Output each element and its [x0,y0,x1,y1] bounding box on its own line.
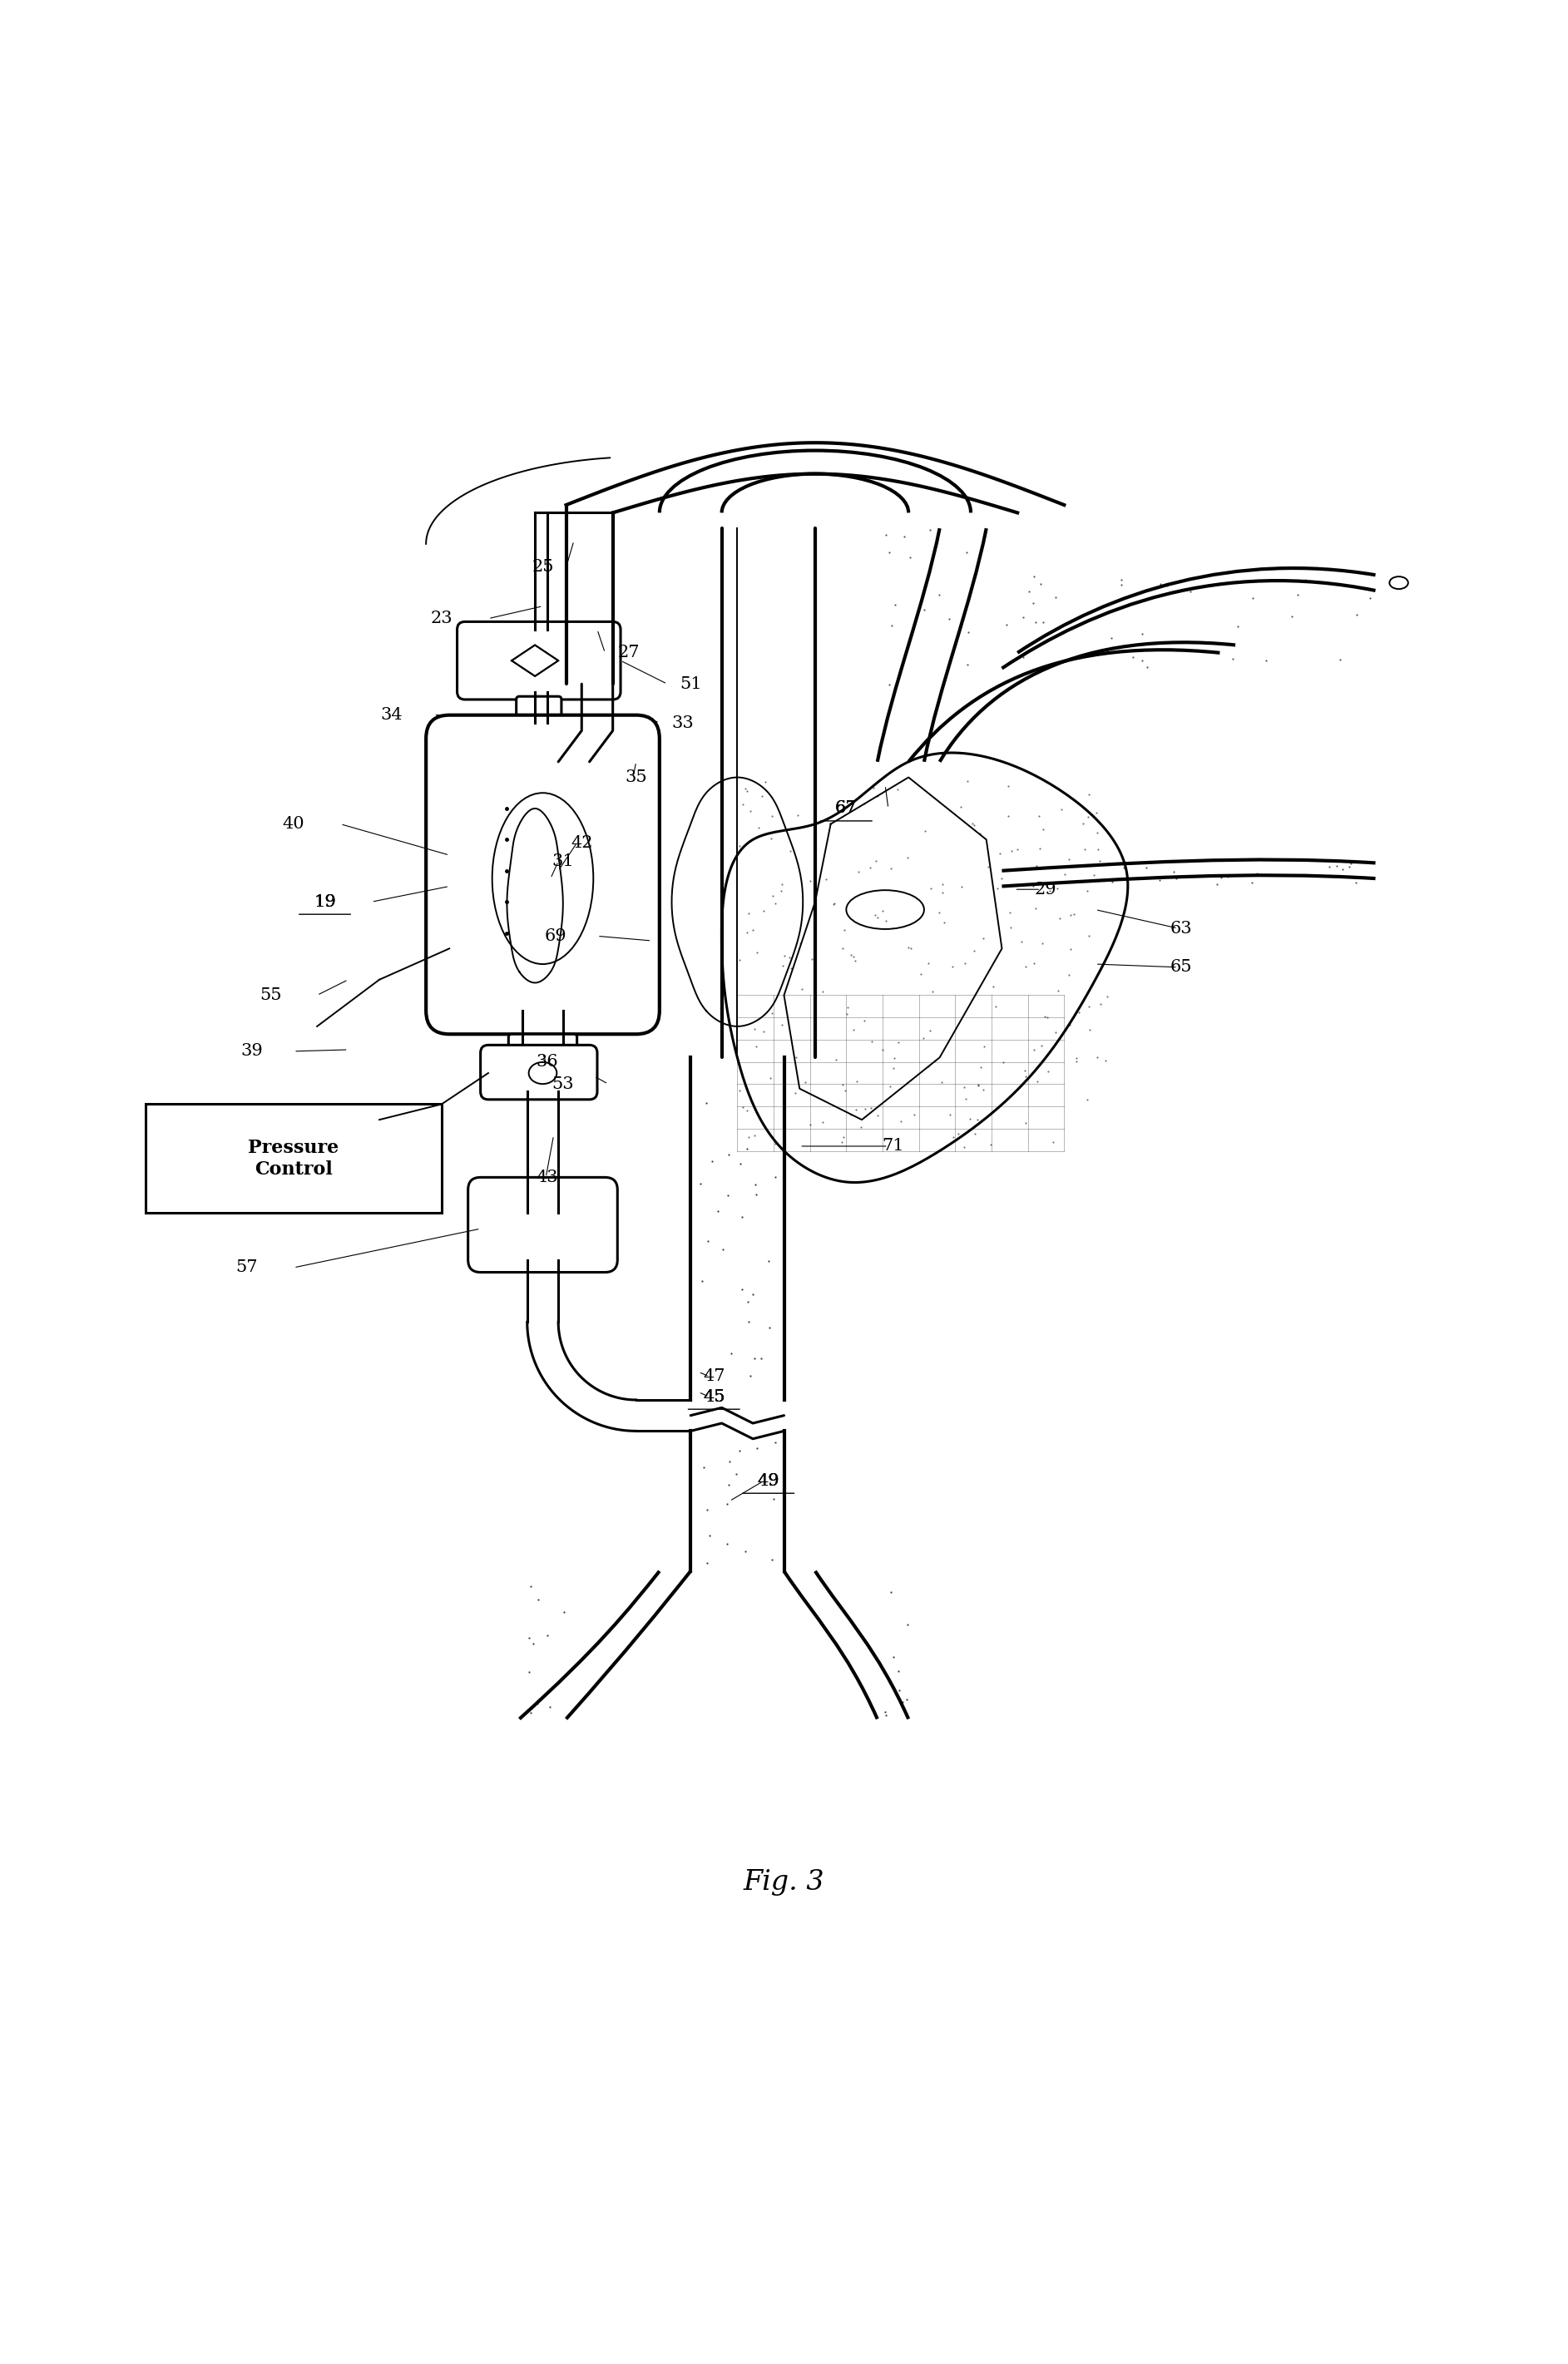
FancyBboxPatch shape [146,1104,442,1213]
FancyBboxPatch shape [508,1033,577,1064]
Text: 19: 19 [314,894,336,910]
Text: 45: 45 [702,1390,724,1404]
Text: 27: 27 [618,645,640,660]
Text: 67: 67 [836,801,858,816]
Text: 49: 49 [757,1473,779,1489]
Text: Pressure
Control: Pressure Control [248,1139,339,1177]
FancyBboxPatch shape [467,1177,618,1272]
Text: 47: 47 [702,1369,724,1385]
Text: 39: 39 [240,1043,263,1059]
Text: 40: 40 [282,816,304,832]
Text: 33: 33 [671,714,695,730]
Polygon shape [511,645,558,676]
Text: 51: 51 [679,676,702,693]
Text: 23: 23 [431,610,453,626]
Text: 49: 49 [757,1473,779,1489]
FancyBboxPatch shape [426,714,660,1033]
Text: Fig. 3: Fig. 3 [743,1870,825,1896]
FancyBboxPatch shape [458,622,621,700]
Text: 55: 55 [259,988,281,1002]
Text: 29: 29 [1035,882,1057,898]
Text: 19: 19 [314,894,336,910]
Text: 31: 31 [552,853,574,870]
Text: 25: 25 [532,560,554,574]
Text: 57: 57 [237,1260,259,1277]
Text: 34: 34 [381,707,403,723]
FancyBboxPatch shape [516,697,561,733]
Text: 53: 53 [552,1076,574,1092]
Text: 71: 71 [881,1139,905,1154]
FancyBboxPatch shape [480,1045,597,1099]
Text: 19: 19 [314,894,336,910]
Text: 49: 49 [757,1473,779,1489]
Text: 63: 63 [1170,920,1192,936]
Text: 67: 67 [836,801,858,816]
Text: 45: 45 [702,1390,724,1404]
Text: 65: 65 [1170,960,1192,974]
Text: 69: 69 [544,929,566,943]
Text: 45: 45 [702,1390,724,1404]
Text: 42: 42 [571,834,593,851]
Text: 36: 36 [536,1054,558,1071]
Text: 35: 35 [626,768,648,785]
Ellipse shape [1389,577,1408,589]
Text: 43: 43 [536,1170,558,1184]
Text: 67: 67 [836,801,858,816]
